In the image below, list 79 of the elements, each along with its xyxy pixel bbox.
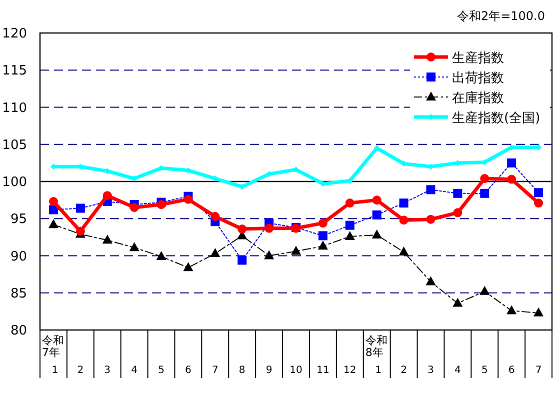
- y-tick-label: 90: [10, 249, 27, 264]
- x-tick-label: 10: [290, 365, 302, 376]
- point: [453, 208, 462, 218]
- point: [534, 188, 544, 198]
- point: [480, 188, 490, 198]
- point: [534, 198, 544, 208]
- x-tick-label: 12: [344, 365, 356, 376]
- point: [102, 191, 112, 200]
- point: [210, 248, 220, 258]
- x-tick-label: 8: [238, 365, 246, 376]
- point: [48, 219, 58, 228]
- legend-label: 生産指数(全国): [452, 110, 540, 126]
- point: [344, 230, 355, 240]
- point: [398, 246, 409, 256]
- point: [156, 200, 166, 210]
- point: [399, 198, 408, 208]
- x-tick-label: 7: [535, 365, 542, 376]
- point: [238, 224, 247, 234]
- point: [534, 307, 544, 316]
- point: [399, 216, 408, 225]
- point: [264, 224, 274, 233]
- point: [318, 240, 328, 250]
- text: 令和2年=100.0: [456, 9, 545, 23]
- y-tick-label: 110: [2, 100, 27, 116]
- point: [76, 204, 85, 213]
- point: [129, 242, 140, 252]
- point: [210, 212, 220, 221]
- x-tick-label: 2: [400, 365, 407, 376]
- x-tick-label: 4: [454, 365, 461, 376]
- legend-label: 在庫指数: [452, 90, 504, 106]
- x-tick-label: 3: [104, 365, 111, 376]
- x-tick-label: 9: [266, 365, 272, 376]
- x-tick-label: 2: [77, 365, 84, 376]
- point: [506, 305, 517, 314]
- point: [372, 229, 382, 238]
- point: [426, 185, 436, 194]
- point: [345, 198, 354, 208]
- x-tick-label: 6: [185, 365, 192, 376]
- point: [452, 298, 463, 307]
- x-tick-label: 令和8年 1: [365, 334, 388, 376]
- point: [480, 286, 490, 295]
- x-tick-label: 令和7年 1: [42, 334, 64, 376]
- y-tick-label: 115: [2, 64, 27, 79]
- y-tick-label: 95: [10, 212, 27, 228]
- x-tick-label: 6: [508, 365, 515, 376]
- point: [453, 188, 462, 198]
- point: [507, 158, 516, 168]
- point: [480, 174, 490, 184]
- y-tick-label: 120: [2, 26, 27, 42]
- point: [130, 202, 139, 212]
- point: [372, 210, 382, 220]
- x-tick-label: 11: [316, 365, 330, 376]
- x-tick-label: 5: [481, 365, 488, 376]
- point: [345, 220, 354, 230]
- x-tick-label: 4: [131, 365, 138, 376]
- point: [318, 231, 328, 240]
- point: [184, 194, 193, 204]
- legend-label: 生産指数: [452, 50, 504, 66]
- point: [507, 174, 516, 184]
- point: [426, 276, 436, 286]
- point: [183, 262, 194, 272]
- point: [426, 214, 436, 224]
- point: [318, 218, 328, 228]
- point: [102, 234, 112, 244]
- point: [264, 250, 274, 260]
- y-tick-label: 85: [10, 286, 27, 302]
- point: [372, 196, 382, 205]
- legend-label: 出荷指数: [452, 71, 504, 86]
- y-tick-label: 100: [2, 175, 27, 190]
- x-tick-label: 7: [212, 365, 218, 376]
- point: [374, 145, 380, 152]
- point: [291, 246, 301, 255]
- x-tick-label: 3: [428, 365, 434, 376]
- y-tick-label: 105: [2, 138, 27, 153]
- point: [48, 197, 58, 206]
- point: [156, 250, 166, 260]
- point: [238, 256, 247, 265]
- x-tick-label: 5: [158, 365, 164, 376]
- y-tick-label: 80: [10, 324, 27, 338]
